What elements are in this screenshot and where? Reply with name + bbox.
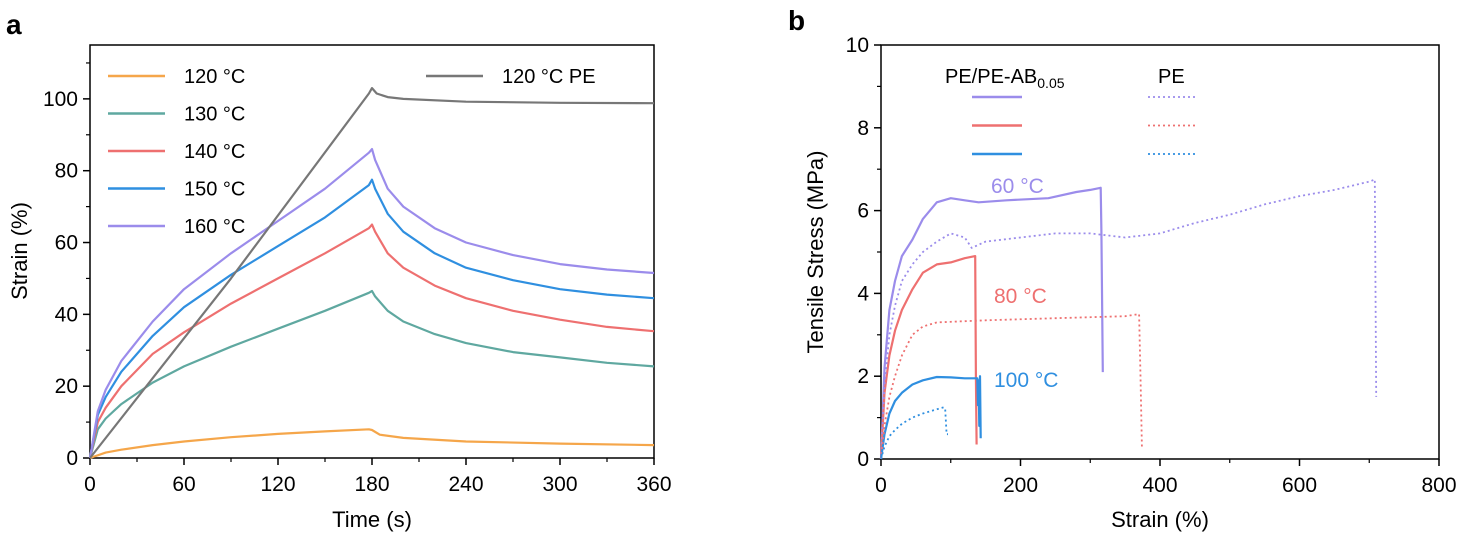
chart-a-series xyxy=(88,86,655,460)
legend-header-blend-sub: 0.05 xyxy=(1037,75,1064,91)
legend-label-2: 140 °C xyxy=(184,141,245,163)
chart-a-series-2 xyxy=(88,223,655,459)
chart-a-series-4 xyxy=(88,148,655,459)
chart-b-ytick-label: 8 xyxy=(857,117,869,140)
chart-b-series-4 xyxy=(880,313,1143,460)
chart-b-xtick-label: 200 xyxy=(1003,474,1038,497)
chart-a-series-3 xyxy=(88,178,655,459)
chart-a-xtick-label: 360 xyxy=(636,473,671,496)
chart-b-ytick-label: 2 xyxy=(857,365,869,388)
chart-b-series xyxy=(879,178,1378,460)
chart-b-xtick-label: 600 xyxy=(1282,474,1317,497)
chart-a-xlabel: Time (s) xyxy=(332,507,412,532)
chart-b-ytick-label: 10 xyxy=(846,34,869,57)
chart-b-series-5 xyxy=(880,406,948,460)
chart-b-ytick-label: 0 xyxy=(857,448,869,471)
chart-a-series-0 xyxy=(89,428,655,460)
chart-a-xtick-label: 240 xyxy=(448,473,483,496)
chart-a-legend: 120 °C 130 °C 140 °C 150 °C 160 °C 120 °C PE xyxy=(108,66,596,238)
legend-label-5: 120 °C PE xyxy=(502,66,596,88)
chart-b-frame xyxy=(880,44,1440,460)
panel-label-b: b xyxy=(788,5,805,36)
chart-a-xtick-label: 300 xyxy=(542,473,577,496)
chart-b-annotations: 60 °C 80 °C 100 °C xyxy=(991,175,1058,392)
chart-b-xtick-label: 400 xyxy=(1142,474,1177,497)
chart-a-ytick-label: 80 xyxy=(55,160,78,183)
chart-a: 0 60 120 180 240 300 360 0 20 40 60 80 100 120 °C 130… xyxy=(7,44,672,532)
chart-b-series-2 xyxy=(879,375,982,460)
chart-a-axes: 0 60 120 180 240 300 360 0 20 40 60 80 100 xyxy=(43,62,672,496)
annotation-2: 100 °C xyxy=(994,369,1058,392)
chart-b-xtick-label: 800 xyxy=(1421,474,1456,497)
chart-b-xlabel: Strain (%) xyxy=(1111,507,1209,532)
chart-b-ytick-label: 4 xyxy=(857,282,869,305)
chart-b-legend: PE/PE-AB0.05 PE xyxy=(945,66,1196,156)
chart-a-ylabel: Strain (%) xyxy=(7,202,32,300)
chart-a-ytick-label: 60 xyxy=(55,232,78,255)
chart-a-xtick-label: 0 xyxy=(84,473,96,496)
legend-label-0: 120 °C xyxy=(184,66,245,88)
chart-a-ytick-label: 100 xyxy=(43,88,78,111)
chart-a-series-1 xyxy=(88,289,655,459)
chart-a-ytick-label: 0 xyxy=(66,447,78,470)
legend-header-blend-main: PE/PE-AB xyxy=(945,66,1037,88)
legend-label-1: 130 °C xyxy=(184,104,245,126)
annotation-1: 80 °C xyxy=(994,285,1047,308)
chart-a-xtick-label: 60 xyxy=(172,473,195,496)
legend-label-3: 150 °C xyxy=(184,179,245,201)
legend-header-pe: PE xyxy=(1158,66,1185,88)
chart-a-ytick-label: 20 xyxy=(55,375,78,398)
chart-a-xtick-label: 120 xyxy=(260,473,295,496)
chart-a-ytick-label: 40 xyxy=(55,303,78,326)
chart-b-ytick-label: 6 xyxy=(857,200,869,223)
annotation-0: 60 °C xyxy=(991,175,1044,198)
chart-b-axes: 0 200 400 600 800 0 2 4 6 8 10 xyxy=(846,34,1457,497)
chart-a-xtick-label: 180 xyxy=(354,473,389,496)
chart-b-series-3 xyxy=(880,178,1378,460)
chart-a-frame xyxy=(89,44,655,459)
chart-b: 0 200 400 600 800 0 2 4 6 8 10 PE/PE-AB0.05 PE 60 … xyxy=(803,34,1457,532)
chart-b-series-1 xyxy=(879,255,978,460)
panel-label-a: a xyxy=(6,9,22,40)
chart-b-series-0 xyxy=(879,186,1104,460)
chart-b-xtick-label: 0 xyxy=(875,474,887,497)
legend-header-blend: PE/PE-AB0.05 xyxy=(945,66,1065,91)
chart-a-series-5 xyxy=(89,86,655,459)
legend-label-4: 160 °C xyxy=(184,216,245,238)
chart-b-ylabel: Tensile Stress (MPa) xyxy=(803,151,828,354)
